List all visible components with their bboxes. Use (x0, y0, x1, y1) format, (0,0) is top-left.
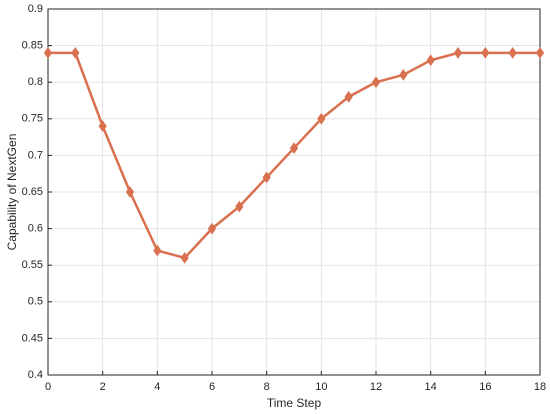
x-tick-label: 10 (315, 381, 327, 393)
x-tick-label: 12 (370, 381, 382, 393)
marker (371, 76, 381, 89)
marker (98, 120, 107, 132)
y-tick-label: 0.6 (28, 223, 43, 235)
x-tick-label: 6 (209, 381, 215, 393)
y-tick-label: 0.65 (22, 186, 43, 198)
marker (180, 252, 189, 264)
marker (235, 200, 244, 213)
x-tick-label: 0 (45, 381, 51, 393)
y-tick-label: 0.5 (28, 296, 43, 308)
marker (344, 90, 353, 103)
marker (71, 47, 80, 59)
marker (262, 171, 271, 184)
y-tick-label: 0.75 (22, 113, 43, 125)
y-tick-label: 0.8 (28, 76, 43, 88)
x-axis-label: Time Step (267, 396, 322, 410)
marker (289, 142, 299, 154)
x-tick-label: 2 (100, 381, 106, 393)
marker (317, 112, 326, 125)
marker (426, 54, 435, 67)
marker (43, 47, 53, 59)
marker (399, 69, 408, 81)
marker (508, 47, 517, 59)
x-tick-label: 8 (264, 381, 270, 393)
marker (125, 186, 135, 198)
y-tick-label: 0.55 (22, 259, 43, 271)
marker (535, 47, 545, 59)
y-tick-label: 0.7 (28, 149, 43, 161)
marker (453, 47, 463, 59)
y-axis-label: Capability of NextGen (5, 134, 19, 251)
marker (481, 47, 490, 59)
axes-box (47, 8, 541, 376)
y-tick-label: 0.4 (28, 369, 43, 381)
x-tick-label: 18 (534, 381, 546, 393)
y-tick-label: 0.45 (22, 332, 43, 344)
y-tick-label: 0.85 (22, 40, 43, 52)
marker (207, 222, 217, 235)
marker (153, 244, 162, 257)
x-tick-label: 14 (425, 381, 437, 393)
x-tick-label: 4 (154, 381, 160, 393)
y-tick-label: 0.9 (28, 3, 43, 15)
x-tick-label: 16 (479, 381, 491, 393)
